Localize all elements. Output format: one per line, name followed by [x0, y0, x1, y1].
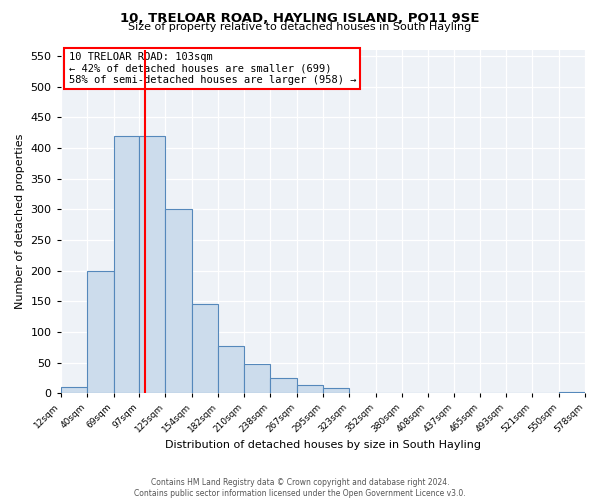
Bar — [113, 136, 139, 394]
Bar — [244, 364, 270, 394]
Bar — [139, 136, 166, 394]
Text: Size of property relative to detached houses in South Hayling: Size of property relative to detached ho… — [128, 22, 472, 32]
Text: Contains HM Land Registry data © Crown copyright and database right 2024.
Contai: Contains HM Land Registry data © Crown c… — [134, 478, 466, 498]
Bar — [323, 388, 349, 394]
Bar — [192, 304, 218, 394]
Bar — [297, 386, 323, 394]
X-axis label: Distribution of detached houses by size in South Hayling: Distribution of detached houses by size … — [165, 440, 481, 450]
Text: 10 TRELOAR ROAD: 103sqm
← 42% of detached houses are smaller (699)
58% of semi-d: 10 TRELOAR ROAD: 103sqm ← 42% of detache… — [68, 52, 356, 85]
Bar — [559, 392, 585, 394]
Y-axis label: Number of detached properties: Number of detached properties — [15, 134, 25, 310]
Bar — [218, 346, 244, 394]
Bar — [270, 378, 297, 394]
Bar — [61, 387, 86, 394]
Text: 10, TRELOAR ROAD, HAYLING ISLAND, PO11 9SE: 10, TRELOAR ROAD, HAYLING ISLAND, PO11 9… — [120, 12, 480, 26]
Bar — [166, 210, 192, 394]
Bar — [86, 270, 113, 394]
